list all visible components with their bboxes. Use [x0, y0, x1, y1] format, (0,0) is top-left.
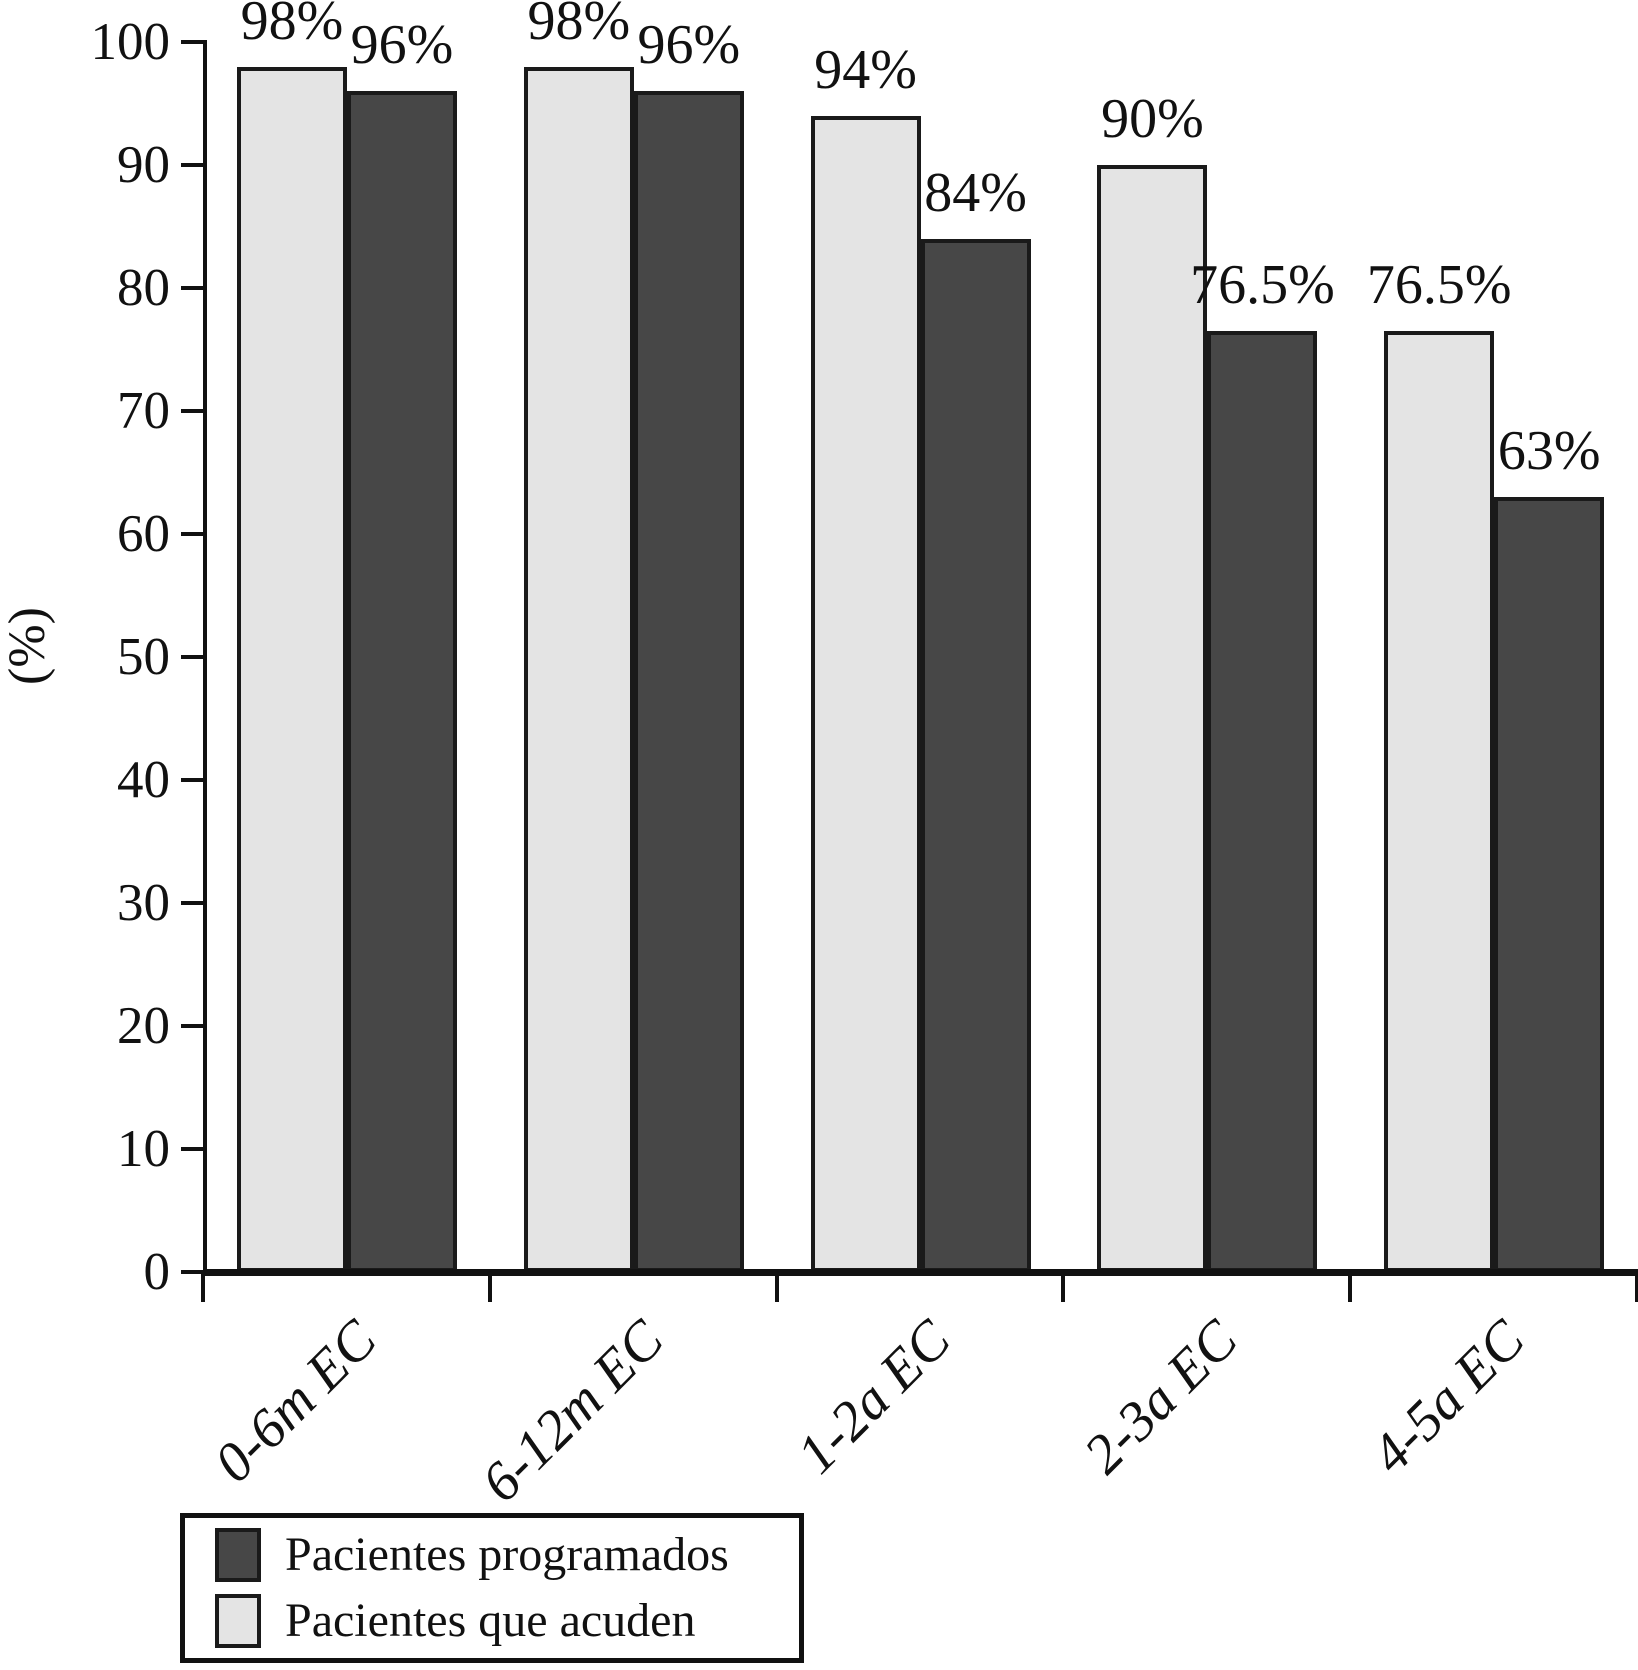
legend: Pacientes programados Pacientes que acud… — [180, 1513, 804, 1663]
x-tick-5 — [1635, 1272, 1638, 1302]
bar-dark-0-6m EC — [347, 91, 457, 1272]
y-tick-100 — [181, 40, 203, 44]
bar-value-label-light-0-6m EC: 98% — [240, 0, 344, 52]
bar-dark-6-12m EC — [633, 91, 744, 1272]
bar-value-label-light-6-12m EC: 98% — [527, 0, 631, 52]
y-tick-30 — [181, 901, 203, 905]
bar-value-label-light-1-2a EC: 94% — [814, 38, 917, 101]
legend-label-programados: Pacientes programados — [285, 1528, 729, 1582]
y-tick-label-60: 60 — [117, 505, 170, 563]
y-tick-20 — [181, 1024, 203, 1028]
y-tick-label-70: 70 — [117, 382, 170, 440]
y-tick-90 — [181, 163, 203, 167]
y-tick-50 — [181, 655, 203, 659]
x-tick-3 — [1061, 1272, 1066, 1302]
y-tick-80 — [181, 286, 203, 290]
bar-light-1-2a EC — [810, 115, 921, 1272]
x-tick-0 — [201, 1272, 205, 1302]
y-tick-10 — [181, 1147, 203, 1151]
bar-value-label-light-2-3a EC: 90% — [1101, 88, 1204, 150]
legend-swatch-dark — [215, 1528, 261, 1583]
y-tick-label-10: 10 — [117, 1120, 170, 1178]
y-tick-60 — [181, 532, 203, 536]
bar-value-label-dark-0-6m EC: 96% — [350, 14, 454, 77]
y-tick-label-80: 80 — [117, 259, 170, 317]
x-category-label-3: 2-3a EC — [1072, 1308, 1250, 1486]
legend-swatch-light — [215, 1593, 261, 1648]
x-tick-4 — [1348, 1272, 1353, 1302]
y-tick-70 — [181, 409, 203, 413]
bar-dark-4-5a EC — [1494, 497, 1605, 1272]
bar-light-0-6m EC — [237, 66, 347, 1272]
bar-light-2-3a EC — [1097, 165, 1208, 1272]
bar-light-4-5a EC — [1384, 331, 1495, 1272]
y-tick-label-20: 20 — [117, 997, 170, 1055]
y-tick-label-40: 40 — [117, 751, 170, 809]
bar-light-6-12m EC — [523, 66, 634, 1272]
bar-value-label-dark-4-5a EC: 63% — [1497, 420, 1601, 483]
bar-dark-1-2a EC — [920, 238, 1031, 1272]
y-axis-title: (%) — [0, 607, 56, 685]
x-tick-2 — [774, 1272, 779, 1302]
bar-value-label-dark-6-12m EC: 96% — [637, 14, 741, 77]
x-tick-1 — [487, 1272, 492, 1302]
legend-label-acuden: Pacientes que acuden — [285, 1593, 696, 1647]
legend-item-acuden: Pacientes que acuden — [215, 1593, 799, 1649]
y-tick-label-100: 100 — [90, 13, 171, 71]
y-tick-0 — [181, 1270, 203, 1274]
bar-value-label-dark-1-2a EC: 84% — [924, 161, 1027, 224]
y-tick-40 — [181, 778, 203, 782]
y-tick-label-30: 30 — [117, 874, 170, 932]
y-tick-label-0: 0 — [143, 1243, 171, 1301]
y-axis-line — [203, 40, 207, 1274]
x-category-label-4: 4-5a EC — [1359, 1308, 1537, 1486]
bar-value-label-light-4-5a EC: 76.5% — [1366, 254, 1512, 317]
y-tick-label-50: 50 — [117, 628, 170, 686]
bar-value-label-dark-2-3a EC: 76.5% — [1190, 254, 1335, 317]
y-tick-label-90: 90 — [117, 136, 170, 194]
legend-item-programados: Pacientes programados — [215, 1527, 799, 1583]
x-axis-line — [203, 1269, 1638, 1276]
bar-dark-2-3a EC — [1207, 331, 1318, 1272]
